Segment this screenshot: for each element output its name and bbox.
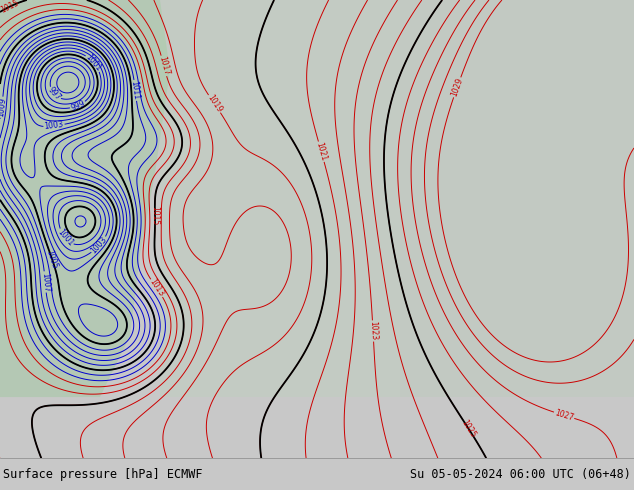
Text: 1023: 1023	[368, 321, 378, 341]
Text: 1021: 1021	[314, 141, 328, 162]
Text: Su 05-05-2024 06:00 UTC (06+48): Su 05-05-2024 06:00 UTC (06+48)	[410, 467, 631, 481]
Text: 1029: 1029	[450, 77, 465, 98]
Text: 1005: 1005	[44, 248, 60, 270]
Text: 999: 999	[69, 98, 86, 113]
Text: 1011: 1011	[130, 80, 141, 100]
Text: 997: 997	[46, 86, 62, 102]
Text: 1007: 1007	[40, 272, 51, 292]
Text: 1001: 1001	[84, 52, 103, 73]
Text: 1009: 1009	[0, 97, 8, 118]
Polygon shape	[160, 0, 400, 397]
Text: 1025: 1025	[460, 418, 477, 440]
Polygon shape	[0, 0, 170, 397]
Text: 1027: 1027	[553, 408, 574, 422]
Text: 1003: 1003	[44, 121, 64, 131]
Text: 1003: 1003	[89, 235, 109, 255]
Text: 1015: 1015	[0, 0, 20, 15]
Text: Surface pressure [hPa] ECMWF: Surface pressure [hPa] ECMWF	[3, 467, 203, 481]
Text: 1019: 1019	[205, 93, 224, 114]
Polygon shape	[400, 0, 634, 397]
Text: 1015: 1015	[150, 206, 160, 226]
Text: 1001: 1001	[55, 228, 75, 248]
Text: 1017: 1017	[157, 55, 171, 76]
Text: 1013: 1013	[148, 277, 166, 298]
